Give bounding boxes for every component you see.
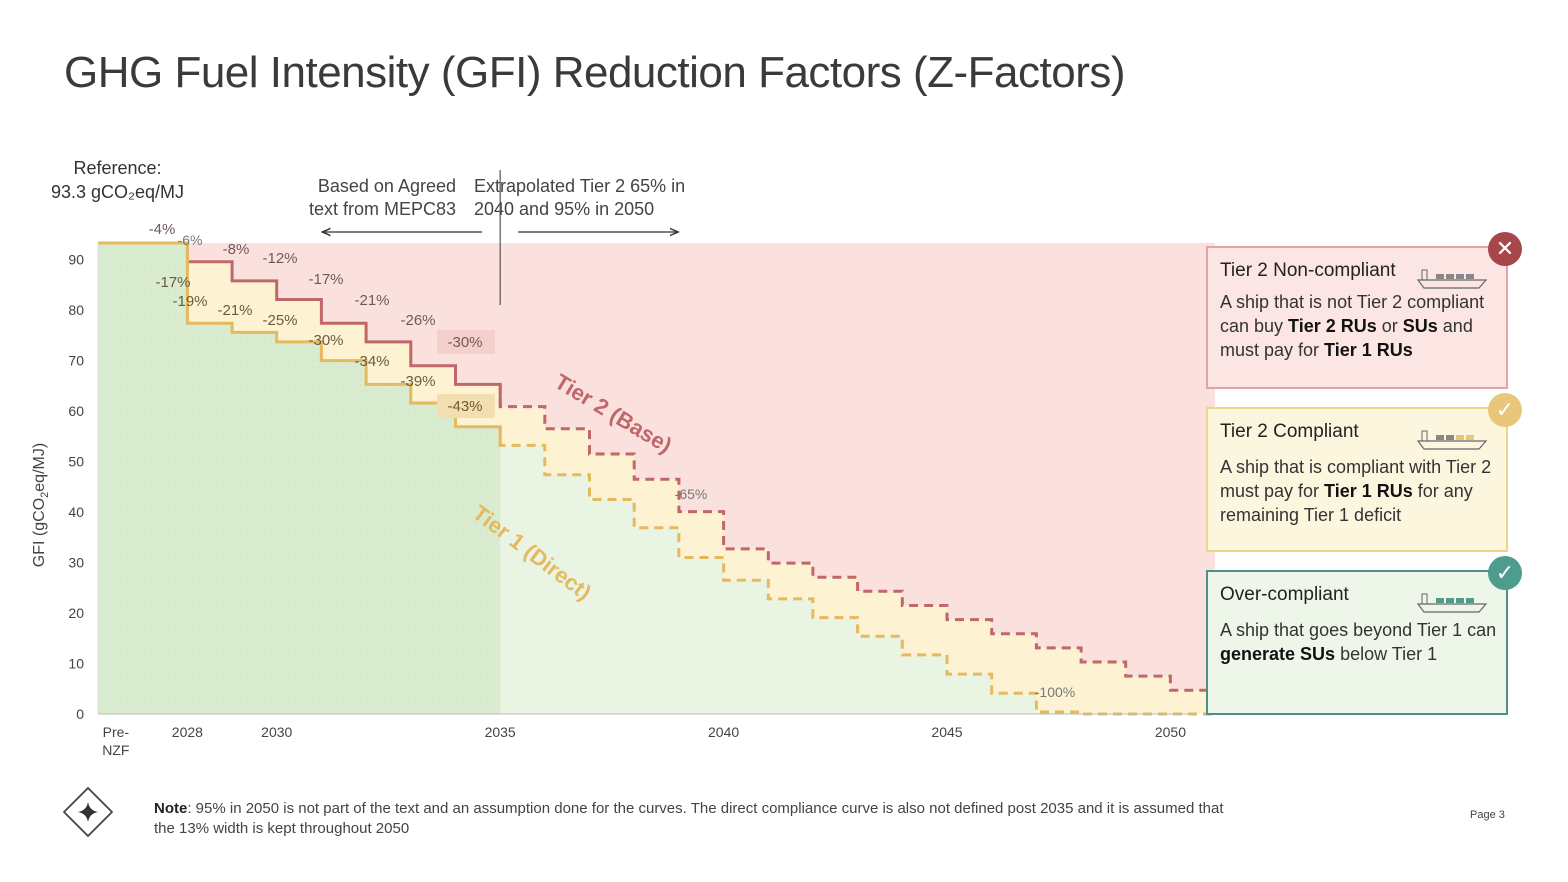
x-icon: ✕ bbox=[1488, 232, 1522, 266]
reference-label: Reference: 93.3 gCO₂eq/MJ bbox=[40, 156, 195, 204]
tier2-line-extrapolated bbox=[498, 384, 1216, 692]
tier1-reduction-label: -21% bbox=[217, 302, 252, 319]
tier1-reduction-label: -39% bbox=[400, 373, 435, 390]
x-tick-label: 2030 bbox=[261, 724, 292, 740]
tier1-reduction-label: -30% bbox=[308, 332, 343, 349]
tier2-reduction-label: -30% bbox=[447, 334, 482, 351]
x-tick-label: 2040 bbox=[708, 724, 739, 740]
tier1-label-box bbox=[437, 394, 495, 418]
agreed-text-line2: text from MEPC83 bbox=[308, 199, 456, 219]
check-icon: ✓ bbox=[1488, 556, 1522, 590]
extra-reduction-label: -6% bbox=[178, 232, 203, 248]
tier2-reduction-label: -17% bbox=[308, 271, 343, 288]
extra-reduction-label: -100% bbox=[1035, 684, 1075, 700]
reference-value: 93.3 gCO₂eq/MJ bbox=[50, 182, 185, 202]
card-compliant-body: A ship that is compliant with Tier 2 mus… bbox=[1220, 457, 1492, 525]
x-tick-label: 2050 bbox=[1155, 724, 1186, 740]
reference-label-line1: Reference: bbox=[73, 158, 162, 178]
y-tick-label: 10 bbox=[68, 656, 84, 672]
y-tick-label: 20 bbox=[68, 605, 84, 621]
company-logo-icon bbox=[63, 787, 113, 837]
tier1-reduction-label: -19% bbox=[172, 293, 207, 310]
tier1-reduction-label: -25% bbox=[262, 312, 297, 329]
agreed-green-texture bbox=[98, 243, 501, 714]
tier2-reduction-label: -4% bbox=[149, 221, 176, 238]
agreed-text-line1: Based on Agreed bbox=[317, 176, 456, 196]
tier2-reduction-label: -21% bbox=[354, 292, 389, 309]
card-compliant: ✓ Tier 2 Compliant A ship that is compli… bbox=[1206, 393, 1522, 552]
y-tick-label: 80 bbox=[68, 302, 84, 318]
card-over-compliant: ✓ Over-compliant A ship that goes beyond… bbox=[1206, 556, 1522, 715]
tier2-reduction-label: -12% bbox=[262, 250, 297, 267]
tier1-line-extrapolated bbox=[498, 426, 1216, 716]
tier2-reduction-label: -8% bbox=[223, 241, 250, 258]
tier1-reduction-label: -17% bbox=[155, 274, 190, 291]
card-non-compliant-title: Tier 2 Non-compliant bbox=[1220, 260, 1396, 281]
tier1-reduction-label: -43% bbox=[447, 398, 482, 415]
x-tick-label: Pre- bbox=[103, 724, 130, 740]
agreed-text-annotation: Based on Agreed text from MEPC83 bbox=[282, 175, 456, 221]
extrapolated-line2: 2040 and 95% in 2050 bbox=[474, 199, 655, 219]
x-tick-label: 2045 bbox=[931, 724, 962, 740]
ship-icon-green bbox=[1416, 593, 1488, 613]
y-tick-label: 90 bbox=[68, 252, 84, 268]
ship-icon-red bbox=[1416, 269, 1488, 289]
x-tick-label-pre-line2: NZF bbox=[102, 742, 129, 758]
y-tick-label: 50 bbox=[68, 454, 84, 470]
tier2-reduction-label: -26% bbox=[400, 312, 435, 329]
y-tick-label: 0 bbox=[76, 706, 84, 722]
x-tick-label: 2028 bbox=[172, 724, 203, 740]
footnote: Note: 95% in 2050 is not part of the tex… bbox=[154, 800, 1224, 837]
y-tick-label: 30 bbox=[68, 555, 84, 571]
y-tick-label: 70 bbox=[68, 353, 84, 369]
tier2-label-box bbox=[437, 330, 495, 354]
extra-reduction-label: -65% bbox=[675, 486, 708, 502]
card-over-compliant-body: A ship that goes beyond Tier 1 can gener… bbox=[1220, 620, 1497, 664]
extrapolated-annotation: Extrapolated Tier 2 65% in 2040 and 95% … bbox=[474, 175, 734, 221]
check-icon: ✓ bbox=[1488, 393, 1522, 427]
extrapolated-line1: Extrapolated Tier 2 65% in bbox=[474, 176, 686, 196]
ship-icon-yellow bbox=[1416, 430, 1488, 450]
y-tick-label: 40 bbox=[68, 504, 84, 520]
card-non-compliant-body: A ship that is not Tier 2 compliant can … bbox=[1220, 292, 1485, 360]
card-over-compliant-title: Over-compliant bbox=[1220, 584, 1349, 605]
card-non-compliant: ✕ Tier 2 Non-compliant A ship that is no… bbox=[1206, 232, 1522, 389]
y-tick-label: 60 bbox=[68, 403, 84, 419]
card-compliant-title: Tier 2 Compliant bbox=[1220, 421, 1359, 442]
page-title: GHG Fuel Intensity (GFI) Reduction Facto… bbox=[64, 48, 1126, 97]
tier1-reduction-label: -34% bbox=[354, 353, 389, 370]
x-tick-label: 2035 bbox=[485, 724, 516, 740]
page-number: Page 3 bbox=[1470, 809, 1505, 821]
